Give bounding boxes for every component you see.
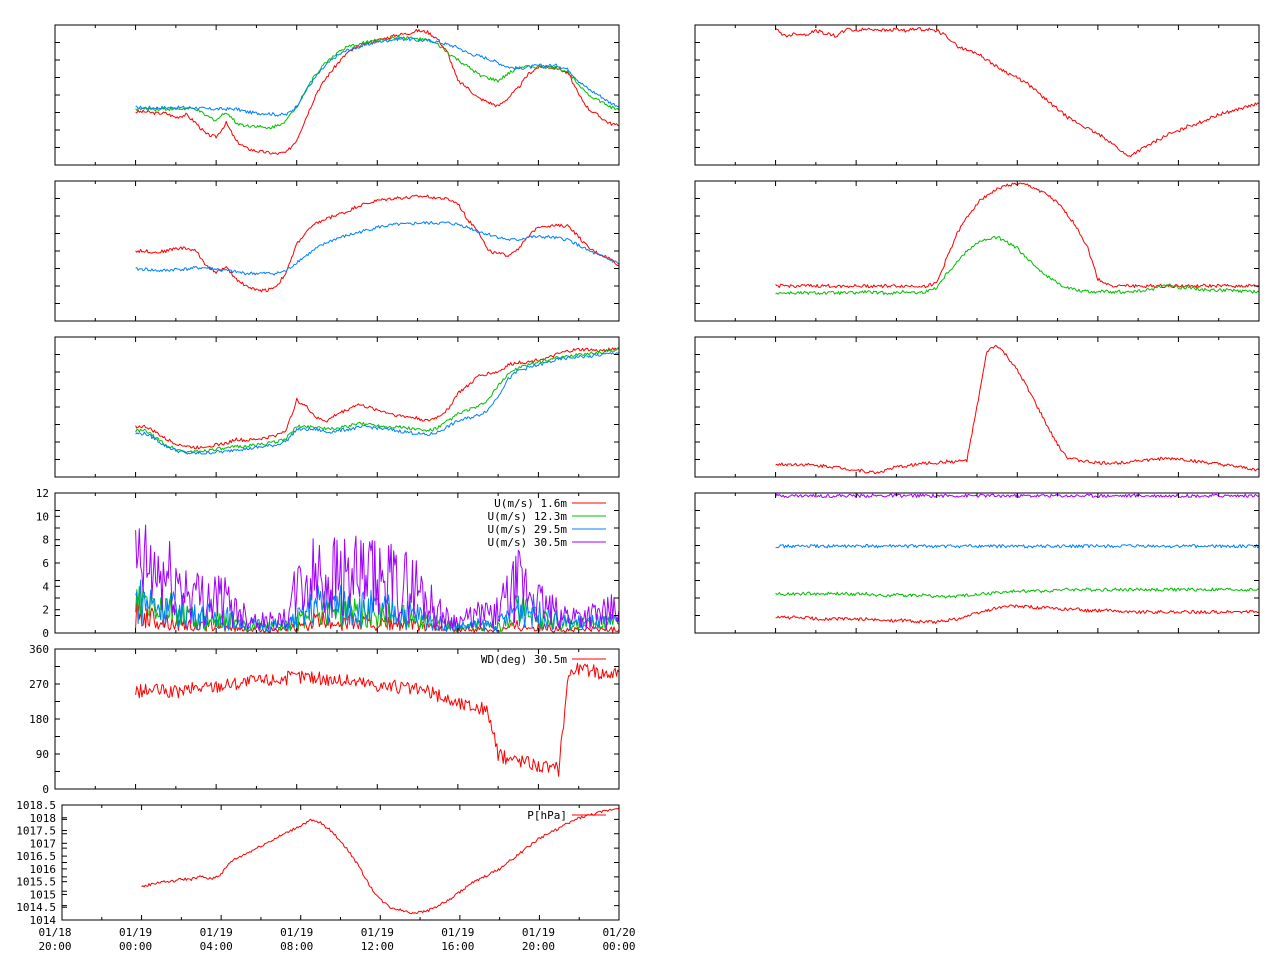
series-line-right-4-blue <box>775 544 1260 549</box>
series-line-left-4-blue <box>135 579 620 632</box>
series-line-right-3-red <box>775 344 1260 475</box>
x-tick-date-label: 01/20 <box>602 926 635 939</box>
y-tick-label: 360 <box>29 643 49 656</box>
x-tick-time-label: 08:00 <box>280 940 313 953</box>
y-tick-label: 1018.5 <box>16 799 56 812</box>
time-axis-labels: 01/1820:0001/1900:0001/1904:0001/1908:00… <box>38 926 635 953</box>
y-tick-label: 1015 <box>30 888 57 901</box>
y-tick-label: 270 <box>29 678 49 691</box>
legend: U(m/s) 1.6mU(m/s) 12.3mU(m/s) 29.5mU(m/s… <box>488 497 606 549</box>
x-tick-date-label: 01/19 <box>361 926 394 939</box>
y-tick-label: 6 <box>42 557 49 570</box>
series-line-right-2-red <box>775 182 1260 289</box>
x-tick-date-label: 01/19 <box>119 926 152 939</box>
y-tick-label: 1014.5 <box>16 901 56 914</box>
y-tick-label: 1017 <box>30 837 57 850</box>
series-line-left-2-blue <box>135 220 620 276</box>
series-line-left-1-red <box>135 29 620 155</box>
y-tick-label: 2 <box>42 604 49 617</box>
x-tick-time-label: 20:00 <box>522 940 555 953</box>
series-line-right-4-red <box>775 604 1260 624</box>
y-tick-label: 1015.5 <box>16 876 56 889</box>
y-tick-label: 180 <box>29 713 49 726</box>
panel-right-2 <box>694 180 1260 322</box>
y-tick-label: 90 <box>36 748 49 761</box>
plot-frame <box>694 24 1260 166</box>
panel-right-4 <box>694 492 1260 634</box>
x-tick-date-label: 01/18 <box>38 926 71 939</box>
series-line-right-1-red <box>775 27 1260 158</box>
y-tick-label: 8 <box>42 534 49 547</box>
y-tick-label: 1018 <box>30 812 57 825</box>
plot-frame <box>54 24 620 166</box>
y-tick-label: 1017.5 <box>16 825 56 838</box>
y-tick-label: 0 <box>42 783 49 796</box>
plot-frame <box>694 180 1260 322</box>
legend-entry-label: U(m/s) 30.5m <box>488 536 568 549</box>
x-tick-time-label: 16:00 <box>441 940 474 953</box>
chart-panels: 0 2 4 6 8 10 12 U(m/s) 1.6mU(m/s) 12.3mU(m/s) 2… <box>16 24 1260 927</box>
x-tick-date-label: 01/19 <box>522 926 555 939</box>
panel-right-1 <box>694 24 1260 166</box>
series-line-left-5-red <box>135 662 620 777</box>
y-tick-label: 4 <box>42 580 49 593</box>
y-tick-label: 0 <box>42 627 49 640</box>
series-line-left-6-red <box>141 807 620 915</box>
x-tick-time-label: 00:00 <box>602 940 635 953</box>
series-line-right-2-green <box>775 236 1260 296</box>
x-tick-time-label: 20:00 <box>38 940 71 953</box>
x-tick-time-label: 00:00 <box>119 940 152 953</box>
panel-left-6: 10141014.510151015.510161016.510171017.5… <box>16 799 620 927</box>
y-tick-label: 10 <box>36 510 49 523</box>
legend-entry-label: P[hPa] <box>527 809 567 822</box>
x-tick-date-label: 01/19 <box>441 926 474 939</box>
plot-frame <box>61 804 620 921</box>
x-tick-date-label: 01/19 <box>280 926 313 939</box>
y-tick-label: 12 <box>36 487 49 500</box>
legend-entry-label: U(m/s) 1.6m <box>494 497 567 510</box>
panel-right-3 <box>694 336 1260 478</box>
panel-left-1 <box>54 24 620 166</box>
legend: P[hPa] <box>527 809 606 822</box>
legend: WD(deg) 30.5m <box>481 653 606 666</box>
panel-left-5: 0 90 180 270 360 WD(deg) 30.5m <box>29 643 620 796</box>
series-line-left-3-red <box>135 347 620 450</box>
legend-entry-label: WD(deg) 30.5m <box>481 653 567 666</box>
y-tick-label: 1014 <box>30 914 57 927</box>
series-line-right-4-green <box>775 587 1260 599</box>
series-line-left-1-green <box>135 35 620 130</box>
series-line-left-3-blue <box>135 351 620 455</box>
series-line-left-4-purple <box>135 524 620 631</box>
plot-frame <box>54 336 620 478</box>
series-line-left-3-green <box>135 347 620 454</box>
y-tick-label: 1016 <box>30 863 57 876</box>
plot-frame <box>54 648 620 790</box>
y-tick-label: 1016.5 <box>16 850 56 863</box>
legend-entry-label: U(m/s) 12.3m <box>488 510 568 523</box>
legend-entry-label: U(m/s) 29.5m <box>488 523 568 536</box>
x-tick-time-label: 12:00 <box>361 940 394 953</box>
panel-left-3 <box>54 336 620 478</box>
x-tick-time-label: 04:00 <box>200 940 233 953</box>
panel-left-2 <box>54 180 620 322</box>
x-tick-date-label: 01/19 <box>200 926 233 939</box>
series-line-left-2-red <box>135 194 620 293</box>
panel-left-4: 0 2 4 6 8 10 12 U(m/s) 1.6mU(m/s) 12.3mU(m/s) 2… <box>36 487 620 640</box>
series-line-left-1-blue <box>135 37 620 117</box>
